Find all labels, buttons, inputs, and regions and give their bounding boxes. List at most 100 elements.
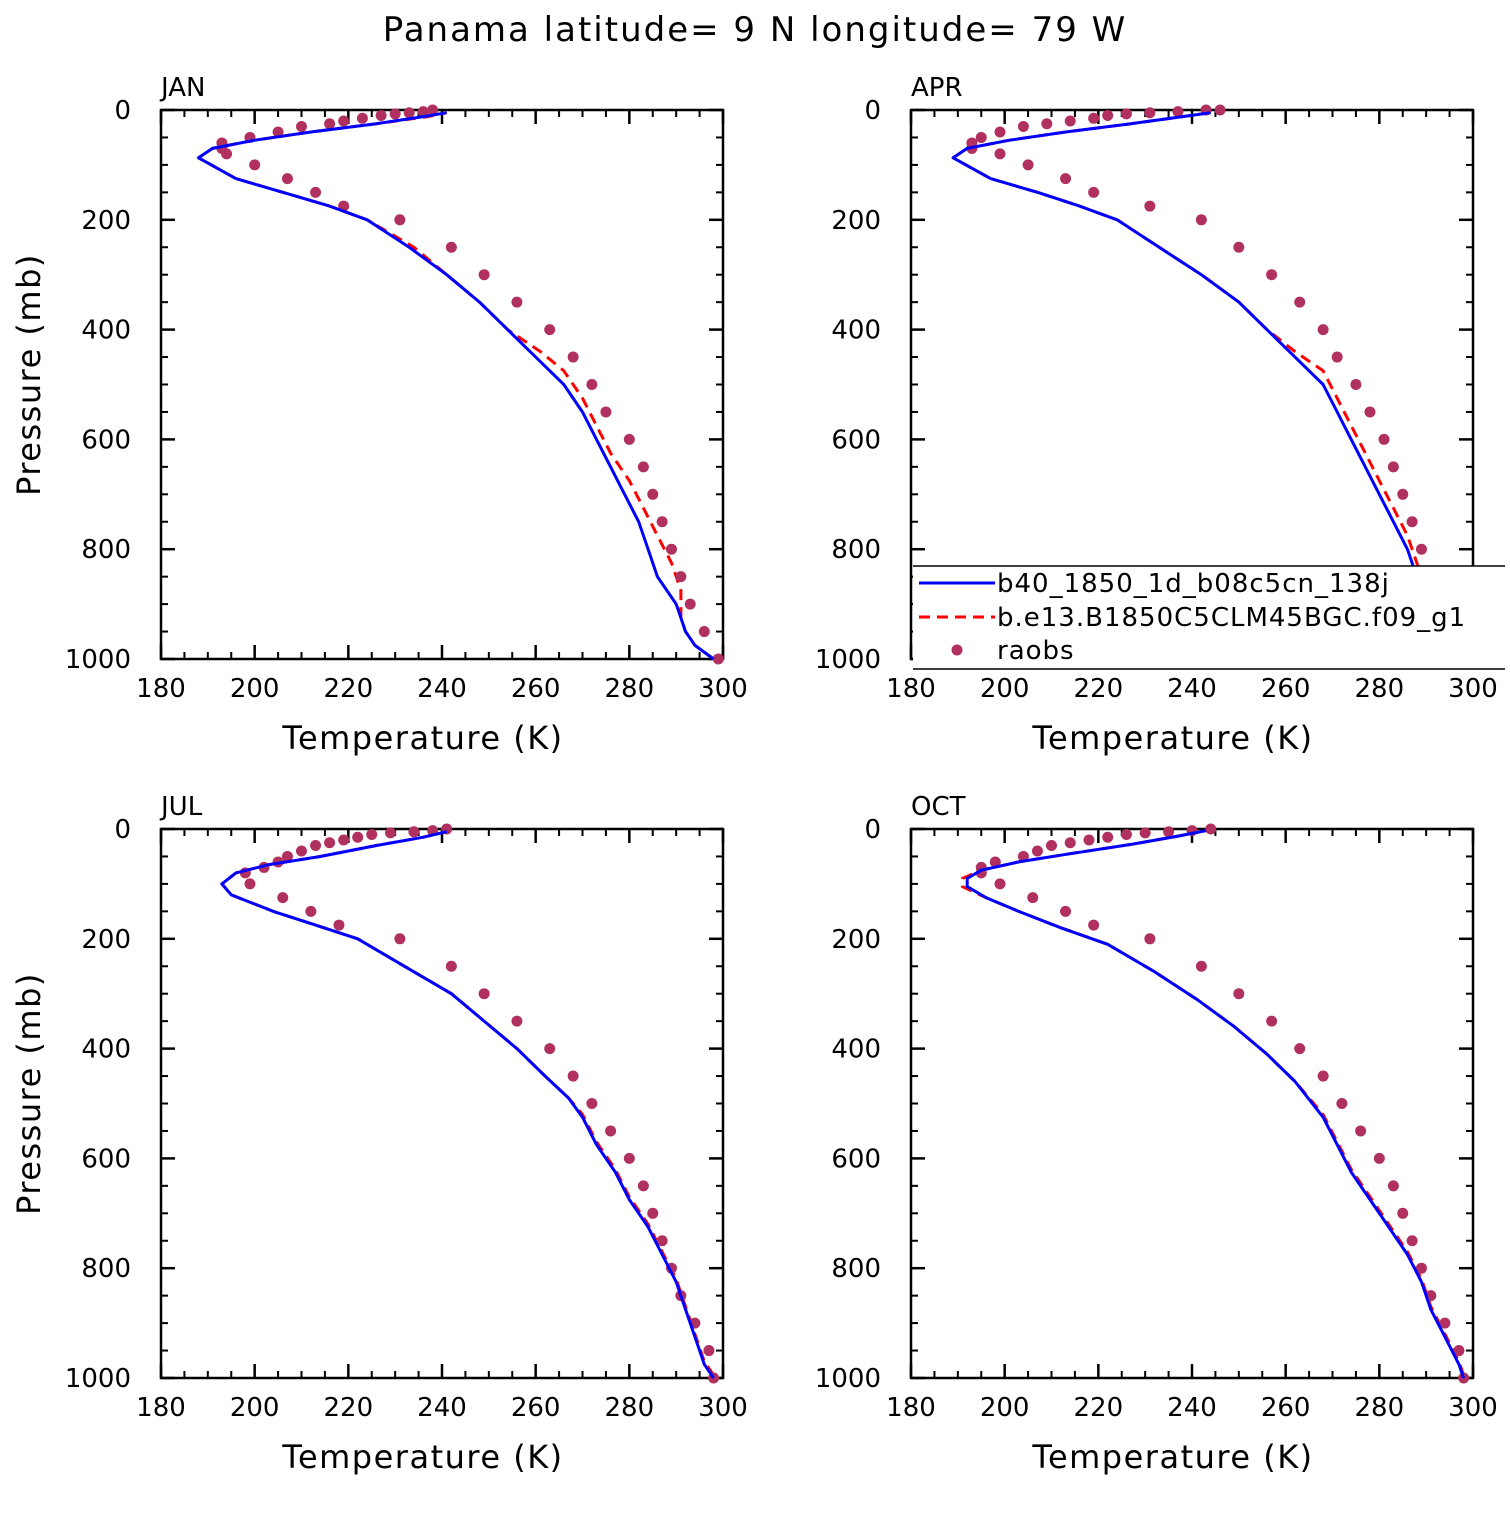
x-tick-label: 240 <box>417 1393 467 1423</box>
obs-point <box>394 933 406 945</box>
obs-point <box>478 269 490 281</box>
obs-point <box>1120 108 1132 120</box>
obs-point <box>1163 826 1175 838</box>
obs-point <box>244 878 256 890</box>
obs-point <box>324 837 336 849</box>
obs-point <box>356 112 368 124</box>
obs-point <box>1144 200 1156 212</box>
obs-point <box>586 1098 598 1109</box>
obs-point <box>1406 1235 1418 1247</box>
obs-point <box>567 351 579 363</box>
obs-point <box>511 1015 523 1027</box>
x-tick-label: 300 <box>698 1393 748 1423</box>
legend-obs-swatch <box>951 644 963 656</box>
model2-line <box>961 829 1466 1376</box>
obs-point <box>975 131 987 143</box>
legend-entry-label: b40_1850_1d_b08c5cn_138j <box>997 569 1390 599</box>
obs-point <box>417 106 429 118</box>
obs-point <box>1331 351 1343 363</box>
obs-point <box>1031 845 1043 857</box>
panel-frame <box>159 827 725 1380</box>
model1-line <box>965 829 1466 1379</box>
model2-line <box>197 111 715 661</box>
obs-point <box>637 1180 649 1192</box>
obs-point <box>1083 834 1095 846</box>
obs-point <box>1233 988 1245 1000</box>
y-axis-label: Pressure (mb) <box>10 972 48 1215</box>
obs-point <box>1102 109 1114 121</box>
x-tick-label: 200 <box>230 674 280 704</box>
obs-point <box>1172 106 1184 118</box>
y-axis-label: Pressure (mb) <box>10 253 48 496</box>
obs-point <box>1294 1043 1306 1055</box>
obs-point <box>600 406 612 418</box>
x-tick-label: 300 <box>1448 1393 1498 1423</box>
obs-point <box>281 850 293 862</box>
y-tick-label: 1000 <box>815 645 881 675</box>
obs-point <box>1144 933 1156 945</box>
y-tick-label: 0 <box>114 815 131 845</box>
y-tick-label: 200 <box>831 925 881 955</box>
y-tick-label: 1000 <box>65 1364 131 1394</box>
x-tick-label: 260 <box>1261 1393 1311 1423</box>
obs-point <box>1060 905 1072 917</box>
obs-point <box>281 173 293 185</box>
obs-point <box>586 379 598 390</box>
obs-point <box>1364 406 1376 418</box>
series-group <box>961 823 1470 1384</box>
obs-point <box>366 828 378 840</box>
x-tick-label: 240 <box>1167 1393 1217 1423</box>
obs-point <box>1458 1372 1470 1384</box>
obs-point <box>394 214 406 226</box>
obs-point <box>1355 1125 1367 1137</box>
obs-point <box>994 126 1006 138</box>
obs-point <box>338 834 350 846</box>
panel-frame <box>159 108 725 661</box>
obs-point <box>656 1235 668 1247</box>
y-tick-label: 400 <box>831 316 881 346</box>
legend-entry-label: b.e13.B1850C5CLM45BGC.f09_g1 <box>997 603 1466 633</box>
obs-point <box>698 626 710 638</box>
obs-point <box>1027 892 1039 904</box>
obs-point <box>310 186 322 198</box>
y-tick-label: 600 <box>831 1144 881 1174</box>
obs-point <box>1214 104 1226 116</box>
x-tick-label: 280 <box>1355 1393 1405 1423</box>
obs-point <box>994 878 1006 890</box>
panel-label: OCT <box>911 792 966 822</box>
x-tick-label: 260 <box>1261 674 1311 704</box>
obs-point <box>1336 1098 1348 1109</box>
y-tick-label: 600 <box>81 425 131 455</box>
x-tick-label: 200 <box>230 1393 280 1423</box>
panel-label: JAN <box>159 73 205 103</box>
obs-point <box>408 826 420 838</box>
series-group <box>951 104 1479 665</box>
obs-point <box>675 571 687 583</box>
obs-point <box>623 1152 635 1164</box>
obs-point <box>712 653 724 665</box>
y-tick-label: 200 <box>831 206 881 236</box>
obs-point <box>296 120 307 132</box>
obs-point <box>1387 1180 1399 1192</box>
obs-point <box>1064 837 1076 849</box>
x-tick-label: 220 <box>1074 1393 1124 1423</box>
obs-point <box>384 827 396 839</box>
obs-point <box>703 1345 715 1357</box>
panel-oct: 180 200 220 240 260 280 300 0 200 400 600 800 1000 OC… <box>815 792 1498 1476</box>
obs-point <box>1439 1317 1451 1329</box>
model1-line <box>220 830 715 1379</box>
obs-point <box>1205 823 1217 835</box>
obs-point <box>1350 379 1362 390</box>
y-tick-label: 1000 <box>815 1364 881 1394</box>
figure-title: Panama latitude= 9 N longitude= 79 W <box>382 10 1128 50</box>
x-tick-label: 280 <box>605 1393 655 1423</box>
obs-point <box>445 960 457 972</box>
obs-point <box>1017 120 1029 132</box>
obs-point <box>1195 960 1207 972</box>
obs-point <box>544 324 556 336</box>
obs-point <box>1088 919 1100 931</box>
model1-line <box>197 111 715 661</box>
x-axis-label: Temperature (K) <box>281 1438 563 1476</box>
